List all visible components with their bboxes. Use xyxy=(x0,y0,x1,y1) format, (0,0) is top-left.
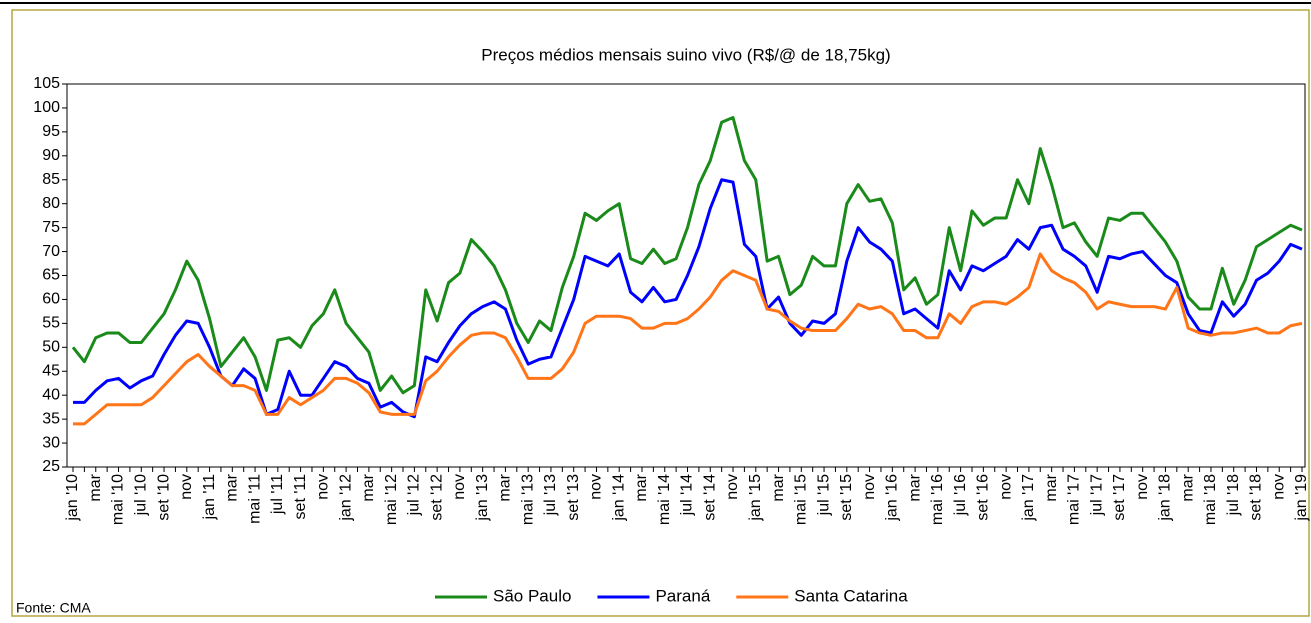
x-tick-label: nov xyxy=(861,474,878,500)
y-tick-label: 75 xyxy=(42,219,60,236)
y-tick-label: 30 xyxy=(42,434,60,451)
x-tick-label: set '11 xyxy=(292,474,309,520)
y-tick-label: 40 xyxy=(42,386,60,403)
chart-title: Preços médios mensais suino vivo (R$/@ d… xyxy=(481,45,890,64)
x-tick-label: nov xyxy=(451,474,468,500)
series-line xyxy=(71,116,1303,395)
y-tick-label: 65 xyxy=(42,267,60,284)
x-tick-label: jul '11 xyxy=(269,474,286,515)
x-tick-label: nov xyxy=(1134,474,1151,500)
x-tick-label: jul '16 xyxy=(952,474,969,516)
x-tick-label: mai '17 xyxy=(1066,474,1083,525)
x-tick-label: jul '10 xyxy=(132,474,149,516)
x-tick-label: jan '13 xyxy=(474,474,491,522)
x-tick-label: jul '14 xyxy=(679,474,696,516)
y-tick-label: 35 xyxy=(42,410,60,427)
y-tick-label: 45 xyxy=(42,362,60,379)
y-tick-label: 50 xyxy=(42,339,60,356)
x-tick-label: jul '17 xyxy=(1088,474,1105,516)
x-tick-label: mai '13 xyxy=(519,474,536,525)
x-tick-label: jul '18 xyxy=(1225,474,1242,516)
x-tick-label: mai '12 xyxy=(383,474,400,525)
x-tick-label: set '17 xyxy=(1111,474,1128,521)
x-tick-label: mar xyxy=(770,473,787,501)
x-tick-label: mar xyxy=(633,473,650,501)
x-tick-label: set '12 xyxy=(428,474,445,521)
x-tick-label: nov xyxy=(588,474,605,500)
x-tick-label: jan '12 xyxy=(337,474,354,522)
x-tick-label: jan '15 xyxy=(747,474,764,522)
x-tick-label: jan '14 xyxy=(610,474,627,522)
x-tick-label: mar xyxy=(1179,473,1196,501)
y-tick-label: 85 xyxy=(42,171,60,188)
x-tick-label: set '15 xyxy=(838,474,855,521)
x-tick-label: nov xyxy=(178,474,195,500)
x-tick-label: nov xyxy=(1270,474,1287,500)
x-tick-label: jan '17 xyxy=(1020,474,1037,522)
y-tick-label: 105 xyxy=(33,75,60,92)
y-tick-label: 60 xyxy=(42,291,60,308)
x-tick-label: jan '18 xyxy=(1157,474,1174,522)
y-tick-label: 25 xyxy=(42,458,60,475)
x-tick-label: jul '13 xyxy=(542,474,559,516)
x-tick-label: mai '14 xyxy=(656,474,673,525)
x-tick-label: jul '15 xyxy=(815,474,832,516)
legend-label: São Paulo xyxy=(493,586,571,605)
x-tick-label: set '18 xyxy=(1248,474,1265,521)
x-tick-label: jan '11 xyxy=(201,474,218,521)
x-tick-label: mai '15 xyxy=(793,474,810,525)
y-tick-label: 70 xyxy=(42,243,60,260)
x-tick-label: jan '10 xyxy=(64,474,81,522)
x-tick-label: mai '18 xyxy=(1202,474,1219,525)
x-tick-label: nov xyxy=(315,474,332,500)
x-tick-label: mar xyxy=(906,473,923,501)
y-tick-label: 55 xyxy=(42,315,60,332)
x-tick-label: mai '11 xyxy=(246,474,263,524)
x-tick-label: mar xyxy=(360,473,377,501)
series-line xyxy=(73,252,1303,426)
source-note: Fonte: CMA xyxy=(16,600,91,616)
legend-label: Paraná xyxy=(655,586,710,605)
series-line xyxy=(73,178,1303,419)
y-tick-label: 100 xyxy=(33,99,60,116)
y-tick-label: 80 xyxy=(42,195,60,212)
x-tick-label: set '10 xyxy=(155,474,172,521)
x-tick-label: mar xyxy=(1043,473,1060,501)
x-tick-label: mar xyxy=(497,473,514,501)
x-tick-label: jan '19 xyxy=(1293,474,1310,522)
x-tick-label: jul '12 xyxy=(406,474,423,516)
x-tick-label: set '14 xyxy=(701,474,718,521)
legend-label: Santa Catarina xyxy=(794,586,908,605)
x-tick-label: nov xyxy=(724,474,741,500)
x-tick-label: nov xyxy=(997,474,1014,500)
x-tick-label: mar xyxy=(87,473,104,501)
frame xyxy=(11,9,1310,617)
y-tick-label: 90 xyxy=(42,147,60,164)
x-tick-label: jan '16 xyxy=(884,474,901,522)
y-tick-label: 95 xyxy=(42,123,60,140)
x-tick-label: set '13 xyxy=(565,474,582,521)
x-tick-label: mar xyxy=(224,473,241,501)
x-tick-label: set '16 xyxy=(975,474,992,521)
x-tick-label: mai '16 xyxy=(929,474,946,525)
x-tick-label: mai '10 xyxy=(110,474,127,525)
